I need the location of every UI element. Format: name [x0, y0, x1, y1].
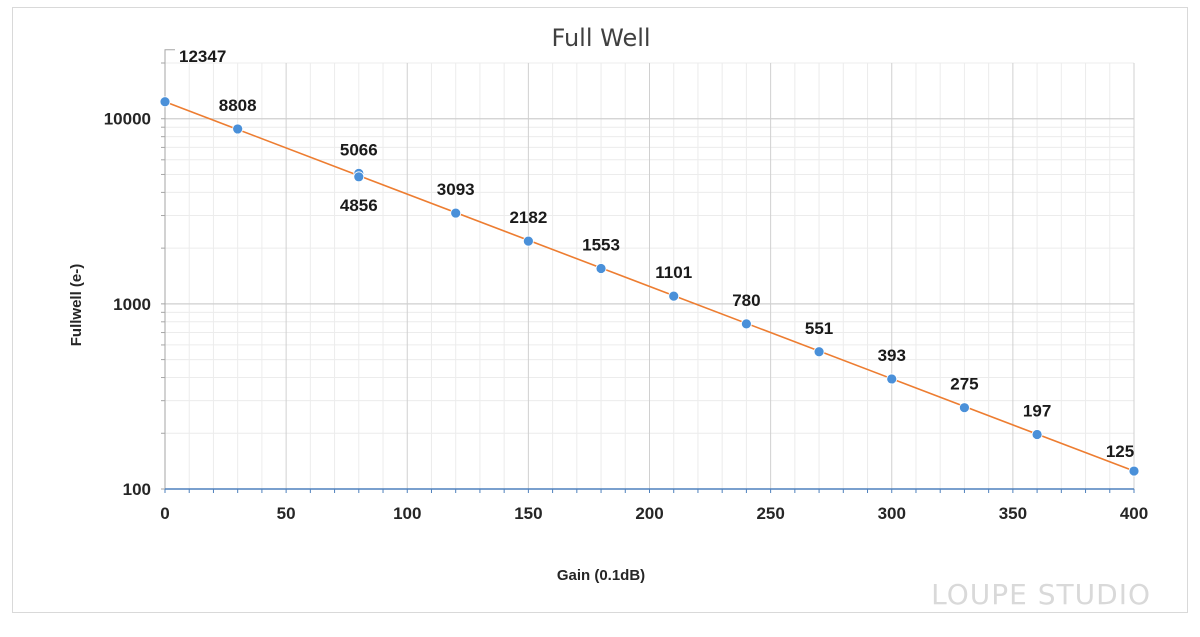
- x-tick-label: 0: [160, 504, 169, 523]
- data-point: [595, 263, 607, 274]
- chart-frame: 12347 8808 5066 4856 3093 2182 1553 1101 780 551 3…: [12, 7, 1188, 613]
- x-tick-label: 300: [878, 504, 906, 523]
- data-label: 197: [1023, 401, 1051, 420]
- y-axis-label: Fullwell (e-): [68, 264, 85, 347]
- data-point: [1031, 429, 1043, 440]
- data-point: [353, 171, 365, 183]
- data-label: 12347: [179, 47, 226, 66]
- data-label: 4856: [340, 196, 378, 215]
- x-tick-label: 100: [393, 504, 421, 523]
- data-label: 3093: [437, 180, 475, 199]
- y-tick-label: 100: [123, 480, 151, 499]
- data-point: [813, 346, 825, 358]
- x-axis-label: Gain (0.1dB): [557, 567, 645, 584]
- minor-gridlines: [165, 62, 1134, 489]
- data-label: 125: [1106, 442, 1134, 461]
- data-label: 275: [950, 375, 978, 394]
- data-label: 1101: [655, 263, 692, 282]
- full-well-chart: 12347 8808 5066 4856 3093 2182 1553 1101 780 551 3…: [68, 24, 1151, 611]
- trendline-group: [164, 101, 1135, 472]
- data-point: [450, 207, 462, 219]
- x-tick-label: 200: [635, 504, 663, 523]
- trendline: [164, 101, 1135, 472]
- data-label: 8808: [219, 96, 257, 115]
- data-labels: 12347 8808 5066 4856 3093 2182 1553 1101 780 551 3…: [164, 47, 1134, 461]
- x-tick-label: 250: [756, 504, 784, 523]
- leader-line: [164, 49, 175, 96]
- x-tick-label: 400: [1120, 504, 1148, 523]
- data-point: [522, 235, 534, 247]
- data-point: [1128, 465, 1140, 477]
- data-point: [741, 318, 752, 330]
- x-tick-label: 350: [999, 504, 1027, 523]
- tick-labels: 0 50 100 150 200 250 300 350 400 100 1000 10000: [104, 110, 1148, 523]
- y-tick-label: 1000: [113, 295, 151, 314]
- data-point: [959, 402, 970, 414]
- data-label: 551: [805, 319, 833, 338]
- data-label: 393: [878, 346, 906, 365]
- data-label: 780: [732, 291, 760, 310]
- data-points: [159, 96, 1140, 477]
- data-label: 1553: [582, 235, 620, 254]
- data-point: [159, 96, 171, 108]
- x-tick-label: 150: [514, 504, 542, 523]
- loupe-studio-watermark: LOUPE STUDIO: [931, 578, 1151, 611]
- chart-title: Full Well: [551, 24, 650, 52]
- data-label: 2182: [509, 208, 547, 227]
- y-tick-label: 10000: [104, 110, 151, 129]
- axes: [161, 62, 1135, 493]
- data-point: [668, 290, 680, 302]
- x-tick-label: 50: [277, 504, 296, 523]
- data-point: [232, 123, 244, 135]
- major-gridlines: [165, 63, 1135, 489]
- data-point: [886, 373, 898, 385]
- data-label: 5066: [340, 140, 378, 159]
